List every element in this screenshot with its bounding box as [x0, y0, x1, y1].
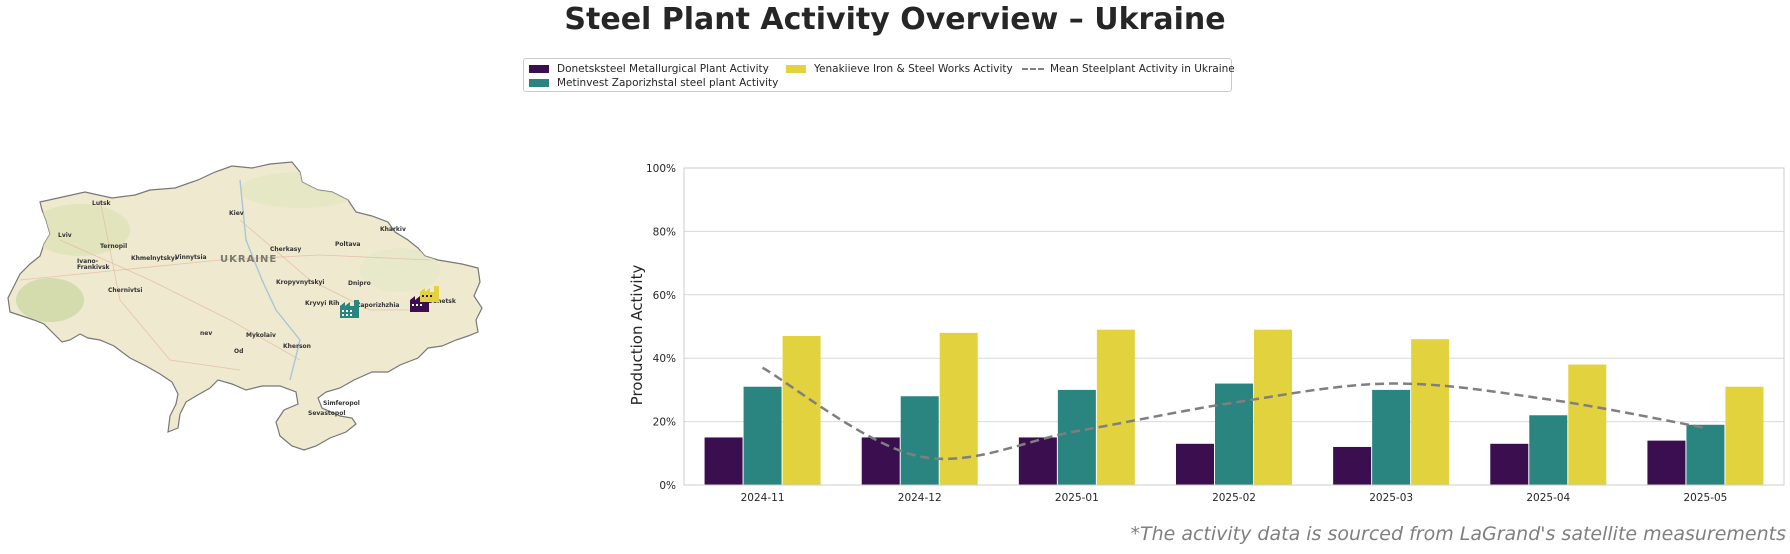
bar-yenakiieve: [939, 332, 978, 485]
bar-yenakiieve: [1411, 339, 1450, 485]
city-cherkasy: Cherkasy: [270, 246, 301, 253]
chart-title: Steel Plant Activity Overview – Ukraine: [564, 2, 1226, 37]
legend-swatch-donetsksteel: [529, 65, 549, 73]
bar-yenakiieve: [1254, 329, 1292, 485]
legend-label-donetsksteel: Donetsksteel Metallurgical Plant Activit…: [557, 63, 769, 75]
bar-zaporizhstal: [1529, 415, 1568, 485]
city-kherson: Kherson: [283, 343, 311, 350]
city-nev: nev: [200, 330, 212, 337]
x-tick-label: 2025-04: [1526, 492, 1570, 504]
y-tick-label: 0%: [659, 480, 676, 492]
y-tick-label: 60%: [653, 290, 676, 302]
y-tick-label: 80%: [653, 226, 676, 238]
x-tick-label: 2025-03: [1369, 492, 1413, 504]
city-ternopil: Ternopil: [100, 243, 127, 250]
x-tick-label: 2025-05: [1683, 492, 1727, 504]
legend-label-zaporizhstal: Metinvest Zaporizhstal steel plant Activ…: [557, 77, 779, 89]
map-terrain: [16, 172, 440, 381]
bar-donetsksteel: [1490, 443, 1529, 485]
factory-icon-yenakiieve: [420, 286, 439, 302]
city-dnipro: Dnipro: [348, 280, 371, 287]
mean-line-layer: [761, 366, 1706, 461]
legend-dash-mean: [1022, 68, 1044, 70]
bar-donetsksteel: [1647, 440, 1686, 485]
factory-icon-zaporizhstal: [340, 300, 359, 318]
legend-label-yenakiieve: Yenakiieve Iron & Steel Works Activity: [814, 63, 1013, 75]
city-khmelnytskyi: Khmelnytskyi: [131, 255, 177, 262]
city-od: Od: [234, 348, 243, 355]
chart-svg: 0% 20% 40% 60% 80% 100% 2024-11 2024-12 2025-01 2…: [628, 163, 1785, 504]
x-tick-label: 2025-01: [1055, 492, 1099, 504]
ukraine-map: Lutsk Kiev Kharkiv Lviv Ternopil Khmelny…: [0, 160, 490, 500]
city-kiev: Kiev: [229, 210, 244, 217]
city-kharkiv: Kharkiv: [380, 226, 406, 233]
bar-zaporizhstal: [1215, 383, 1253, 485]
x-tick-label: 2025-02: [1212, 492, 1256, 504]
legend-swatch-zaporizhstal: [529, 79, 549, 87]
city-sevastopol: Sevastopol: [308, 410, 345, 417]
mean-activity-line: [761, 366, 1706, 461]
bar-chart: 0% 20% 40% 60% 80% 100% 2024-11 2024-12 2025-01 2…: [620, 150, 1790, 520]
city-chernivtsi: Chernivtsi: [108, 287, 142, 294]
footnote: *The activity data is sourced from LaGra…: [1130, 523, 1786, 545]
bar-zaporizhstal: [900, 396, 939, 485]
city-vinnytsia: Vinnytsia: [175, 254, 207, 261]
city-mykolaiv: Mykolaiv: [246, 332, 276, 339]
bar-donetsksteel: [1018, 437, 1057, 485]
bar-zaporizhstal: [1686, 424, 1725, 485]
bar-zaporizhstal: [1057, 389, 1096, 485]
bar-donetsksteel: [704, 437, 743, 485]
city-poltava: Poltava: [335, 241, 360, 248]
legend: Donetsksteel Metallurgical Plant Activit…: [523, 58, 1235, 92]
bar-yenakiieve: [782, 336, 821, 485]
bar-yenakiieve: [1725, 386, 1764, 485]
bar-zaporizhstal: [743, 386, 782, 485]
bar-yenakiieve: [1568, 364, 1607, 485]
legend-label-mean: Mean Steelplant Activity in Ukraine: [1050, 63, 1235, 75]
city-simferopol: Simferopol: [323, 400, 360, 407]
bars-layer: [704, 329, 1764, 485]
map-svg: Lutsk Kiev Kharkiv Lviv Ternopil Khmelny…: [7, 161, 483, 451]
y-tick-label: 100%: [646, 163, 676, 175]
map-country-label: UKRAINE: [220, 254, 277, 265]
y-axis-label: Production Activity: [628, 265, 646, 406]
city-zaporizhzhia: Zaporizhzhia: [356, 302, 399, 309]
city-donetsk: Donetsk: [428, 298, 457, 305]
city-ivano: Ivano-: [77, 258, 99, 265]
legend-swatch-yenakiieve: [786, 65, 806, 73]
axis-layer: 0% 20% 40% 60% 80% 100% 2024-11 2024-12 2025-01 2…: [646, 163, 1785, 504]
bar-donetsksteel: [1333, 446, 1372, 485]
city-kryvyi-rih: Kryvyi Rih: [305, 300, 339, 307]
x-tick-label: 2024-12: [898, 492, 942, 504]
x-tick-label: 2024-11: [741, 492, 785, 504]
city-lviv: Lviv: [58, 232, 72, 239]
city-frankivsk: Frankivsk: [77, 264, 111, 271]
y-tick-label: 20%: [653, 417, 676, 429]
factory-icon-donetsksteel: [410, 294, 429, 312]
bar-donetsksteel: [861, 437, 900, 485]
plot-frame: [683, 167, 1785, 486]
bar-donetsksteel: [1176, 443, 1214, 485]
city-lutsk: Lutsk: [92, 200, 112, 207]
bar-yenakiieve: [1096, 329, 1135, 485]
y-tick-label: 40%: [653, 353, 676, 365]
bar-zaporizhstal: [1372, 389, 1411, 485]
city-kropyvnytskyi: Kropyvnytskyi: [276, 279, 324, 286]
